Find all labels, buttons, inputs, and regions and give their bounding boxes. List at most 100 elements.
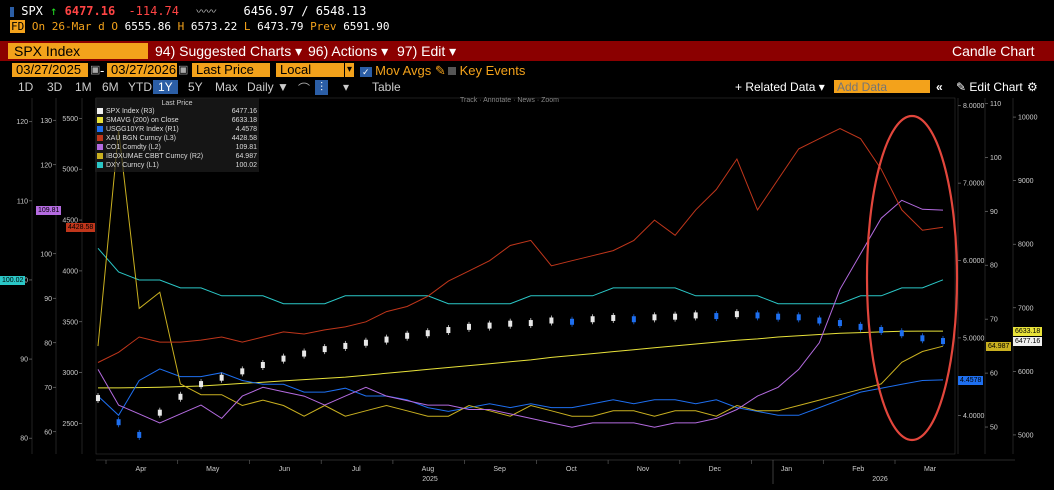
axis-tick-r2: 70	[990, 317, 998, 324]
period-select[interactable]: Daily ▼	[247, 80, 289, 94]
last-value-tag-iboxumae: 64.987	[986, 342, 1012, 352]
axis-tick-l3: 4500	[62, 218, 78, 225]
calendar-icon[interactable]: ▣	[178, 64, 189, 76]
annotate-button[interactable]: Annotate	[483, 97, 512, 104]
key-events-toggle[interactable]: Key Events	[448, 63, 525, 78]
currency-select[interactable]: Local CCY	[276, 63, 344, 91]
candle	[693, 312, 698, 319]
x-month-label: Sep	[493, 466, 506, 473]
legend-swatch	[97, 144, 103, 151]
axis-tick-r2: 80	[990, 263, 998, 270]
plot-frame	[95, 97, 956, 455]
axis-tick-l1: 120	[16, 119, 28, 126]
legend-row[interactable]: CO1 Comdty (L2) 109.81	[97, 143, 257, 152]
start-date-input[interactable]: 03/27/2025	[12, 63, 88, 77]
legend-label: USGG10YR Index (R1)	[106, 126, 179, 133]
candle	[405, 332, 410, 339]
legend-row[interactable]: DXY Curncy (L1) 100.02	[97, 161, 257, 170]
news-button[interactable]: News	[517, 97, 535, 104]
pencil-icon: ✎	[956, 80, 967, 94]
chart-mini-toolbar: Track · Annotate · News · Zoom	[460, 97, 560, 104]
axis-tick-l3: 4000	[62, 268, 78, 275]
last-value-tag-usgg: 4.4578	[958, 375, 984, 385]
legend-value: 4.4578	[235, 126, 257, 133]
legend-row[interactable]: XAU BGN Curncy (L3) 4428.58	[97, 134, 257, 143]
axis-tick-r2: 110	[990, 101, 1001, 108]
collapse-icon[interactable]: «	[936, 80, 943, 94]
edit-chart-button[interactable]: ✎ Edit Chart	[956, 80, 1023, 94]
legend-title: Last Price	[161, 100, 193, 107]
suggested-charts-menu[interactable]: 94) Suggested Charts ▾	[155, 43, 303, 59]
candle	[260, 362, 265, 368]
range-1y[interactable]: 1Y	[153, 80, 178, 94]
related-data-button[interactable]: + Related Data ▾	[735, 80, 825, 94]
high-value: 6573.22	[190, 20, 238, 33]
series-line-iboxumae	[97, 130, 944, 417]
actions-menu[interactable]: 96) Actions ▾	[308, 43, 389, 59]
x-year-label: 2026	[872, 476, 888, 483]
range-max[interactable]: Max	[215, 80, 238, 94]
open-value: 6555.86	[124, 20, 171, 33]
ticker[interactable]: SPX	[21, 4, 43, 18]
axis-tick-l1: 110	[17, 198, 28, 205]
dropdown-icon[interactable]: ▾	[343, 80, 350, 94]
x-month-label: Jul	[352, 466, 361, 473]
prev-value: 6591.90	[343, 20, 390, 33]
security-field[interactable]: SPX Index	[8, 43, 148, 59]
candle-icon[interactable]: ⫶	[315, 80, 329, 95]
series-line-dxy	[97, 247, 944, 305]
pencil-icon[interactable]: ✎	[434, 63, 446, 78]
currency-dropdown-icon[interactable]: ▾	[345, 63, 355, 77]
range-5y[interactable]: 5Y	[188, 80, 203, 94]
candle	[240, 368, 245, 375]
legend-row[interactable]: SMAVG (200) on Close 6633.18	[97, 116, 257, 125]
add-data-input[interactable]	[834, 80, 930, 93]
candle	[178, 393, 183, 400]
last-value-tag-co1: 109.81	[36, 206, 62, 216]
candle	[796, 314, 801, 321]
axis-tick-r2: 60	[990, 371, 998, 378]
legend-swatch	[97, 162, 103, 169]
candle	[219, 374, 224, 381]
mov-avgs-toggle[interactable]: ✓ Mov Avgs ✎	[360, 63, 446, 78]
legend-row[interactable]: SPX Index (R3) 6477.16	[97, 107, 257, 116]
checkbox-checked-icon[interactable]: ✓	[360, 67, 372, 77]
candle	[734, 311, 739, 318]
legend-value: 4428.58	[231, 135, 257, 142]
track-button[interactable]: Track	[460, 97, 478, 104]
end-date-input[interactable]: 03/27/2026	[107, 63, 177, 77]
axis-tick-r3: 9000	[1018, 178, 1034, 185]
series-line-usgg	[97, 368, 944, 417]
chart-canvas[interactable]: 80 90 100 110 120 60 70 80 90 100 110 120 130 2500 300…	[0, 94, 1054, 490]
line-chart-icon[interactable]: ⌒	[298, 82, 311, 96]
range-ytd[interactable]: YTD	[128, 80, 152, 94]
checkbox-icon[interactable]	[448, 67, 456, 75]
fd-badge[interactable]: FD	[10, 20, 26, 33]
candle	[487, 322, 492, 329]
range-1m[interactable]: 1M	[75, 80, 92, 94]
axis-tick-l2: 90	[44, 296, 52, 303]
table-button[interactable]: Table	[372, 80, 401, 94]
series-group	[96, 127, 945, 440]
x-month-label: May	[206, 466, 220, 473]
range-6m[interactable]: 6M	[102, 80, 119, 94]
quote-bar: SPX ↑ 6477.16 -114.74 〰〰 6456.97 / 6548.…	[0, 0, 1054, 40]
axis-tick-r3: 7000	[1018, 305, 1034, 312]
zoom-button[interactable]: Zoom	[541, 97, 560, 104]
legend-row[interactable]: USGG10YR Index (R1) 4.4578	[97, 125, 257, 134]
legend-row[interactable]: IBOXUMAE CBBT Curncy (R2) 64.987	[97, 152, 257, 161]
field-select[interactable]: Last Price	[192, 63, 270, 77]
chart-header: SPX Index 94) Suggested Charts ▾ 96) Act…	[0, 41, 1054, 61]
candle	[322, 346, 327, 353]
edit-menu[interactable]: 97) Edit ▾	[397, 43, 457, 59]
candle	[199, 381, 204, 388]
x-month-label: Mar	[924, 466, 937, 473]
quote-line-2: FD On 26-Mar d O 6555.86 H 6573.22 L 647…	[10, 20, 390, 33]
settings-gear-icon[interactable]: ⚙	[1027, 80, 1038, 94]
range-1d[interactable]: 1D	[18, 80, 34, 94]
range-3d[interactable]: 3D	[47, 80, 63, 94]
candle	[384, 336, 389, 343]
candle	[714, 313, 719, 320]
x-month-label: Feb	[852, 466, 864, 473]
calendar-icon[interactable]: ▣	[90, 64, 101, 76]
